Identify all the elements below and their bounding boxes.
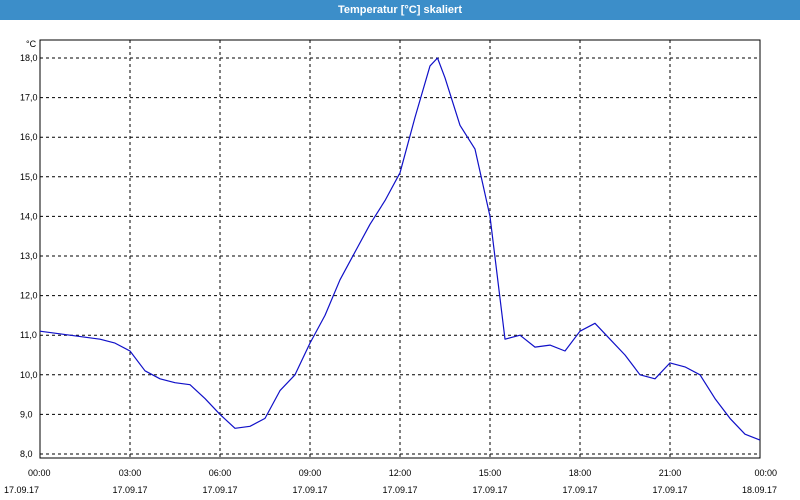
x-tick-time-label: 03:00 [119, 468, 142, 478]
x-tick-time-label: 12:00 [389, 468, 412, 478]
x-tick-date-label: 17.09.17 [4, 485, 39, 495]
temperature-series-line [39, 57, 761, 441]
chart-title: Temperatur [°C] skaliert [0, 0, 800, 20]
x-tick-date-label: 17.09.17 [562, 485, 597, 495]
x-tick-date-label: 17.09.17 [652, 485, 687, 495]
y-tick-label: 12,0 [20, 291, 38, 301]
y-tick-label: 8,0 [20, 449, 33, 459]
x-tick-date-label: 17.09.17 [472, 485, 507, 495]
y-axis-unit-label: °C [26, 39, 37, 49]
y-tick-label: 18,0 [20, 53, 38, 63]
plot-area: 8,0 9,0 10,0 11,0 12,0 13,0 14,0 15,0 16,0 17,0 18… [0, 20, 800, 500]
y-tick-label: 11,0 [20, 330, 37, 340]
y-tick-label: 10,0 [20, 370, 38, 380]
x-tick-time-label: 06:00 [209, 468, 232, 478]
x-tick-time-label: 00:00 [754, 468, 777, 478]
y-tick-label: 9,0 [20, 409, 33, 419]
x-tick-date-label: 17.09.17 [202, 485, 237, 495]
y-tick-label: 15,0 [20, 172, 38, 182]
x-tick-date-label: 17.09.17 [292, 485, 327, 495]
y-tick-label: 13,0 [20, 251, 38, 261]
temperature-line-chart: 8,0 9,0 10,0 11,0 12,0 13,0 14,0 15,0 16,0 17,0 18… [4, 39, 777, 495]
y-tick-label: 17,0 [20, 93, 38, 103]
x-tick-time-label: 15:00 [479, 468, 502, 478]
x-tick-time-label: 21:00 [659, 468, 682, 478]
x-tick-date-label: 18.09.17 [742, 485, 777, 495]
x-tick-date-label: 17.09.17 [112, 485, 147, 495]
x-tick-time-label: 00:00 [28, 468, 51, 478]
x-tick-time-label: 09:00 [299, 468, 322, 478]
x-tick-date-label: 17.09.17 [382, 485, 417, 495]
y-tick-label: 16,0 [20, 132, 38, 142]
y-tick-label: 14,0 [20, 211, 38, 221]
x-tick-time-label: 18:00 [569, 468, 592, 478]
